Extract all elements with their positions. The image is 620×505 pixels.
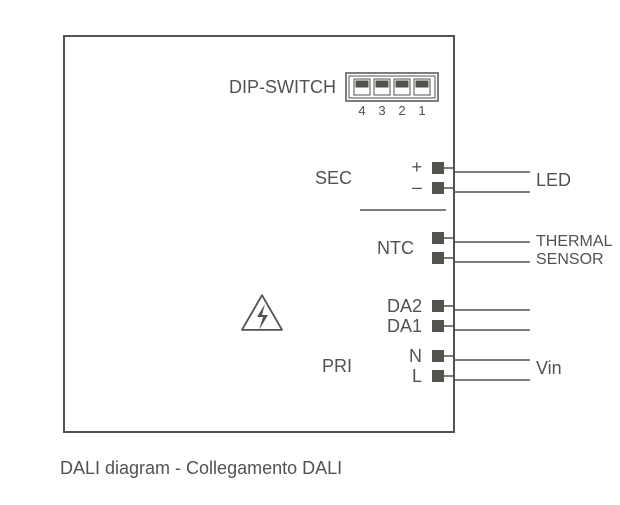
wire (444, 168, 530, 172)
ntc-ext-label-2: SENSOR (536, 251, 604, 268)
wire (444, 188, 530, 192)
terminal (432, 320, 444, 332)
dip-slider (396, 81, 409, 88)
pri-pin-symbol: L (412, 366, 422, 386)
dip-number: 3 (378, 103, 385, 118)
diagram-caption: DALI diagram - Collegamento DALI (60, 458, 342, 478)
terminal (432, 300, 444, 312)
ntc-label: NTC (377, 238, 414, 258)
wire (444, 258, 530, 262)
terminal (432, 232, 444, 244)
terminal (432, 162, 444, 174)
dip-slider (376, 81, 389, 88)
wire (444, 376, 530, 380)
dip-slider (356, 81, 369, 88)
terminal (432, 370, 444, 382)
pri-label: PRI (322, 356, 352, 376)
dali-pin-label: DA1 (387, 316, 422, 336)
pri-ext-label: Vin (536, 358, 562, 378)
dip-slider (416, 81, 429, 88)
sec-pin-symbol: – (412, 177, 422, 197)
sec-ext-label: LED (536, 170, 571, 190)
sec-label: SEC (315, 168, 352, 188)
dip-switch-label: DIP-SWITCH (229, 77, 336, 97)
wire (444, 238, 530, 242)
dip-number: 1 (418, 103, 425, 118)
ntc-ext-label-1: THERMAL (536, 233, 613, 250)
terminal (432, 182, 444, 194)
terminal (432, 252, 444, 264)
dip-number: 4 (358, 103, 365, 118)
hazard-bolt-icon (257, 304, 268, 330)
sec-pin-symbol: + (411, 157, 422, 177)
terminal (432, 350, 444, 362)
wire (444, 306, 530, 310)
dip-number: 2 (398, 103, 405, 118)
dali-pin-label: DA2 (387, 296, 422, 316)
wire (444, 356, 530, 360)
pri-pin-symbol: N (409, 346, 422, 366)
wire (444, 326, 530, 330)
